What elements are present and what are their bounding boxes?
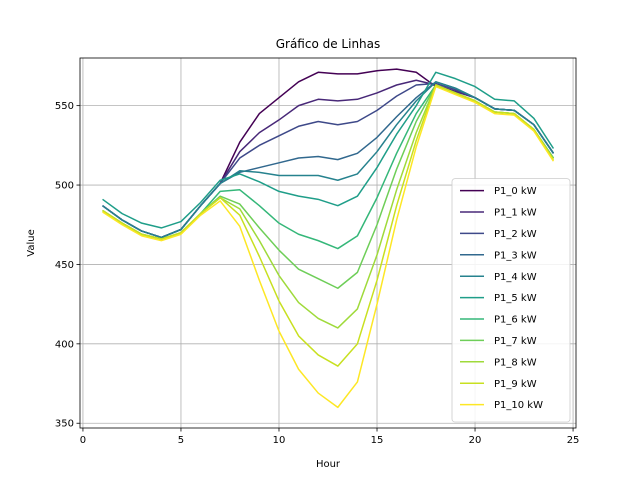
x-tick-label: 15 — [371, 435, 384, 446]
series-line-p1-10-kw — [102, 85, 555, 409]
legend-label: P1_6 kW — [494, 315, 537, 326]
x-tick-label: 10 — [273, 435, 286, 446]
y-tick-label: 500 — [55, 181, 74, 192]
legend: P1_0 kW P1_1 kW P1_2 kW P1_3 kW P1_4 kW P1_5 … — [451, 178, 571, 423]
legend-label: P1_1 kW — [494, 208, 537, 219]
y-tick-label: 350 — [55, 419, 74, 430]
legend-label: P1_5 kW — [494, 293, 537, 304]
y-tick-label: 400 — [55, 339, 74, 350]
series-line-p1-4-kw — [102, 81, 555, 239]
legend-label: P1_3 kW — [494, 250, 537, 261]
legend-label: P1_0 kW — [494, 186, 537, 197]
x-tick-label: 20 — [469, 435, 482, 446]
series-layer — [102, 68, 555, 409]
chart-title: Gráfico de Linhas — [276, 37, 381, 51]
x-axis-title: Hour — [316, 459, 341, 470]
x-tick-label: 25 — [567, 435, 580, 446]
y-tick-label: 550 — [55, 101, 74, 112]
x-tick-label: 0 — [80, 435, 86, 446]
legend-label: P1_10 kW — [494, 400, 543, 411]
series-line-p1-9-kw — [102, 84, 555, 367]
legend-label: P1_8 kW — [494, 357, 537, 368]
y-tick-label: 450 — [55, 260, 74, 271]
y-axis-title: Value — [26, 229, 37, 256]
legend-label: P1_9 kW — [494, 379, 537, 390]
legend-label: P1_2 kW — [494, 229, 537, 240]
x-tick-label: 5 — [178, 435, 184, 446]
legend-label: P1_7 kW — [494, 336, 537, 347]
plot-frame — [79, 57, 577, 429]
series-line-p1-5-kw — [102, 71, 555, 229]
legend-label: P1_4 kW — [494, 272, 537, 283]
axis-ticks: 0 5 10 15 20 25 350 400 450 500 550 — [55, 101, 580, 446]
